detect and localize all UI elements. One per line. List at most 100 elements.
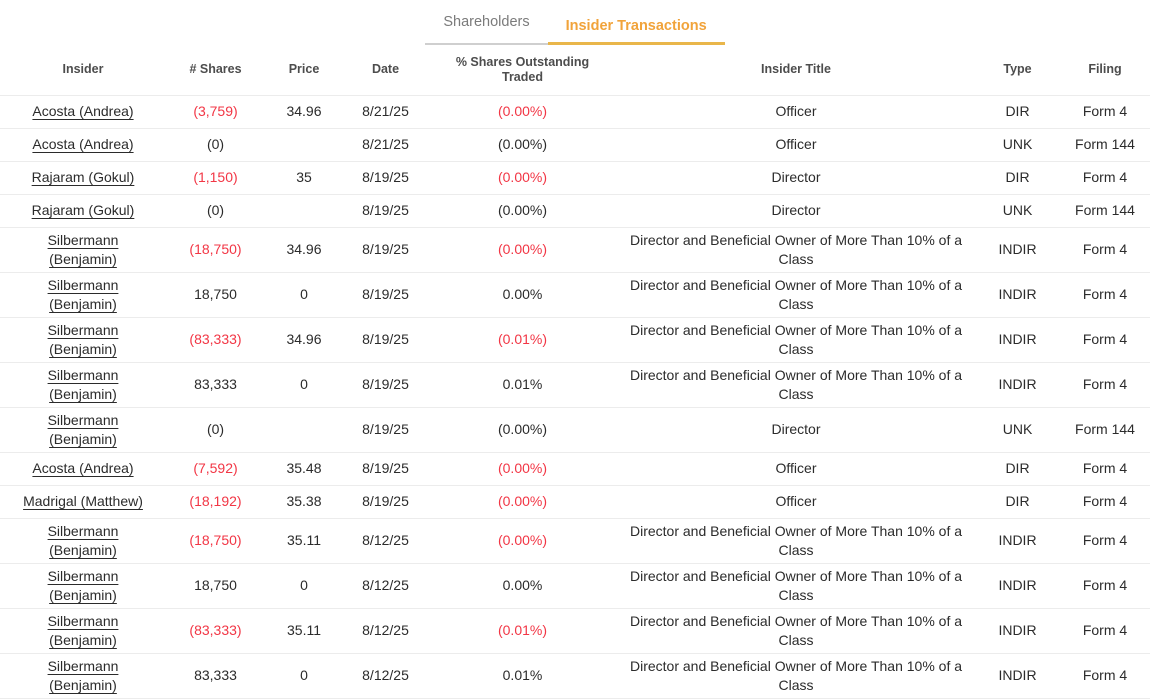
- pct-cell: (0.00%): [428, 227, 617, 273]
- insider-cell: Silbermann (Benjamin): [0, 608, 166, 654]
- filing-cell: Form 144: [1060, 407, 1150, 453]
- date-cell: 8/19/25: [343, 362, 428, 408]
- filing-cell: Form 4: [1060, 563, 1150, 609]
- insider-cell: Silbermann (Benjamin): [0, 563, 166, 609]
- table-row: Silbermann (Benjamin) (18,750) 35.11 8/12/2…: [0, 518, 1150, 564]
- insider-link[interactable]: Silbermann (Benjamin): [47, 276, 119, 312]
- insider-link[interactable]: Acosta (Andrea): [32, 460, 134, 476]
- filing-cell: Form 144: [1060, 194, 1150, 228]
- pct-cell: 0.01%: [428, 362, 617, 408]
- date-cell: 8/19/25: [343, 407, 428, 453]
- price-cell: 0: [265, 362, 343, 408]
- insider-link[interactable]: Silbermann (Benjamin): [47, 411, 119, 447]
- date-cell: 8/19/25: [343, 485, 428, 519]
- shares-cell: 83,333: [166, 362, 265, 408]
- insider-transactions-table: Insider # Shares Price Date% Shares Outstan…: [0, 45, 1150, 699]
- insider-link[interactable]: Rajaram (Gokul): [31, 202, 135, 218]
- insider-link[interactable]: Madrigal (Matthew): [23, 493, 143, 509]
- title-cell: Director: [617, 407, 975, 453]
- tab-shareholders[interactable]: Shareholders: [425, 0, 548, 45]
- filing-cell: Form 4: [1060, 362, 1150, 408]
- pct-cell: 0.00%: [428, 563, 617, 609]
- insider-link[interactable]: Silbermann (Benjamin): [47, 366, 119, 402]
- insider-cell: Rajaram (Gokul): [0, 161, 166, 195]
- date-cell: 8/19/25: [343, 452, 428, 486]
- insider-cell: Silbermann (Benjamin): [0, 317, 166, 363]
- shares-cell: (83,333): [166, 608, 265, 654]
- table-row: Silbermann (Benjamin) (83,333) 34.96 8/19/2…: [0, 317, 1150, 363]
- column-header-price: Price: [265, 45, 343, 96]
- shares-cell: (0): [166, 407, 265, 453]
- filing-cell: Form 4: [1060, 452, 1150, 486]
- shares-cell: (0): [166, 194, 265, 228]
- table-row: Acosta (Andrea) (3,759) 34.96 8/21/25 (0.00%…: [0, 95, 1150, 129]
- filing-cell: Form 4: [1060, 653, 1150, 699]
- date-cell: 8/19/25: [343, 227, 428, 273]
- filing-cell: Form 4: [1060, 317, 1150, 363]
- pct-cell: (0.00%): [428, 518, 617, 564]
- insider-link[interactable]: Acosta (Andrea): [32, 136, 134, 152]
- shares-cell: 18,750: [166, 563, 265, 609]
- tab-insider-transactions[interactable]: Insider Transactions: [547, 0, 725, 45]
- pct-cell: 0.00%: [428, 272, 617, 318]
- insider-cell: Silbermann (Benjamin): [0, 407, 166, 453]
- insider-link[interactable]: Silbermann (Benjamin): [47, 657, 119, 693]
- date-cell: 8/19/25: [343, 317, 428, 363]
- shares-cell: (83,333): [166, 317, 265, 363]
- column-header-pct: % Shares Outstanding Traded: [428, 45, 617, 96]
- table-row: Madrigal (Matthew) (18,192) 35.38 8/19/25 (0…: [0, 485, 1150, 519]
- column-header-filing: Filing: [1060, 45, 1150, 96]
- type-cell: DIR: [975, 161, 1060, 195]
- table-row: Silbermann (Benjamin) 18,750 0 8/12/25 0.00%…: [0, 563, 1150, 609]
- insider-link[interactable]: Silbermann (Benjamin): [47, 567, 119, 603]
- insider-link[interactable]: Silbermann (Benjamin): [47, 612, 119, 648]
- date-cell: 8/21/25: [343, 128, 428, 162]
- title-cell: Director: [617, 161, 975, 195]
- date-cell: 8/12/25: [343, 518, 428, 564]
- pct-cell: (0.00%): [428, 95, 617, 129]
- type-cell: INDIR: [975, 563, 1060, 609]
- type-cell: INDIR: [975, 317, 1060, 363]
- title-cell: Officer: [617, 128, 975, 162]
- filing-cell: Form 4: [1060, 95, 1150, 129]
- price-cell: [265, 128, 343, 162]
- column-header-title: Insider Title: [617, 45, 975, 96]
- insider-link[interactable]: Silbermann (Benjamin): [47, 522, 119, 558]
- insider-link[interactable]: Silbermann (Benjamin): [47, 321, 119, 357]
- price-cell: 0: [265, 272, 343, 318]
- insider-cell: Acosta (Andrea): [0, 452, 166, 486]
- type-cell: UNK: [975, 407, 1060, 453]
- title-cell: Officer: [617, 95, 975, 129]
- date-cell: 8/19/25: [343, 161, 428, 195]
- table-row: Silbermann (Benjamin) (18,750) 34.96 8/19/2…: [0, 227, 1150, 273]
- type-cell: INDIR: [975, 518, 1060, 564]
- filing-cell: Form 4: [1060, 272, 1150, 318]
- filing-cell: Form 4: [1060, 608, 1150, 654]
- insider-cell: Silbermann (Benjamin): [0, 272, 166, 318]
- shares-cell: (18,750): [166, 227, 265, 273]
- table-row: Silbermann (Benjamin) 18,750 0 8/19/25 0.00%…: [0, 272, 1150, 318]
- pct-cell: (0.00%): [428, 128, 617, 162]
- type-cell: INDIR: [975, 227, 1060, 273]
- insider-cell: Rajaram (Gokul): [0, 194, 166, 228]
- shares-cell: 83,333: [166, 653, 265, 699]
- insider-link[interactable]: Acosta (Andrea): [32, 103, 134, 119]
- pct-cell: 0.01%: [428, 653, 617, 699]
- date-cell: 8/12/25: [343, 563, 428, 609]
- date-cell: 8/12/25: [343, 608, 428, 654]
- title-cell: Officer: [617, 452, 975, 486]
- date-cell: 8/19/25: [343, 272, 428, 318]
- pct-cell: (0.00%): [428, 452, 617, 486]
- title-cell: Director and Beneficial Owner of More Th…: [617, 608, 975, 654]
- insider-link[interactable]: Rajaram (Gokul): [31, 169, 135, 185]
- column-header-type: Type: [975, 45, 1060, 96]
- shares-cell: (0): [166, 128, 265, 162]
- filing-cell: Form 4: [1060, 161, 1150, 195]
- pct-cell: (0.00%): [428, 161, 617, 195]
- price-cell: 34.96: [265, 317, 343, 363]
- column-header-date: Date: [343, 45, 428, 96]
- insider-cell: Madrigal (Matthew): [0, 485, 166, 519]
- type-cell: INDIR: [975, 608, 1060, 654]
- insider-link[interactable]: Silbermann (Benjamin): [47, 231, 119, 267]
- insider-cell: Silbermann (Benjamin): [0, 362, 166, 408]
